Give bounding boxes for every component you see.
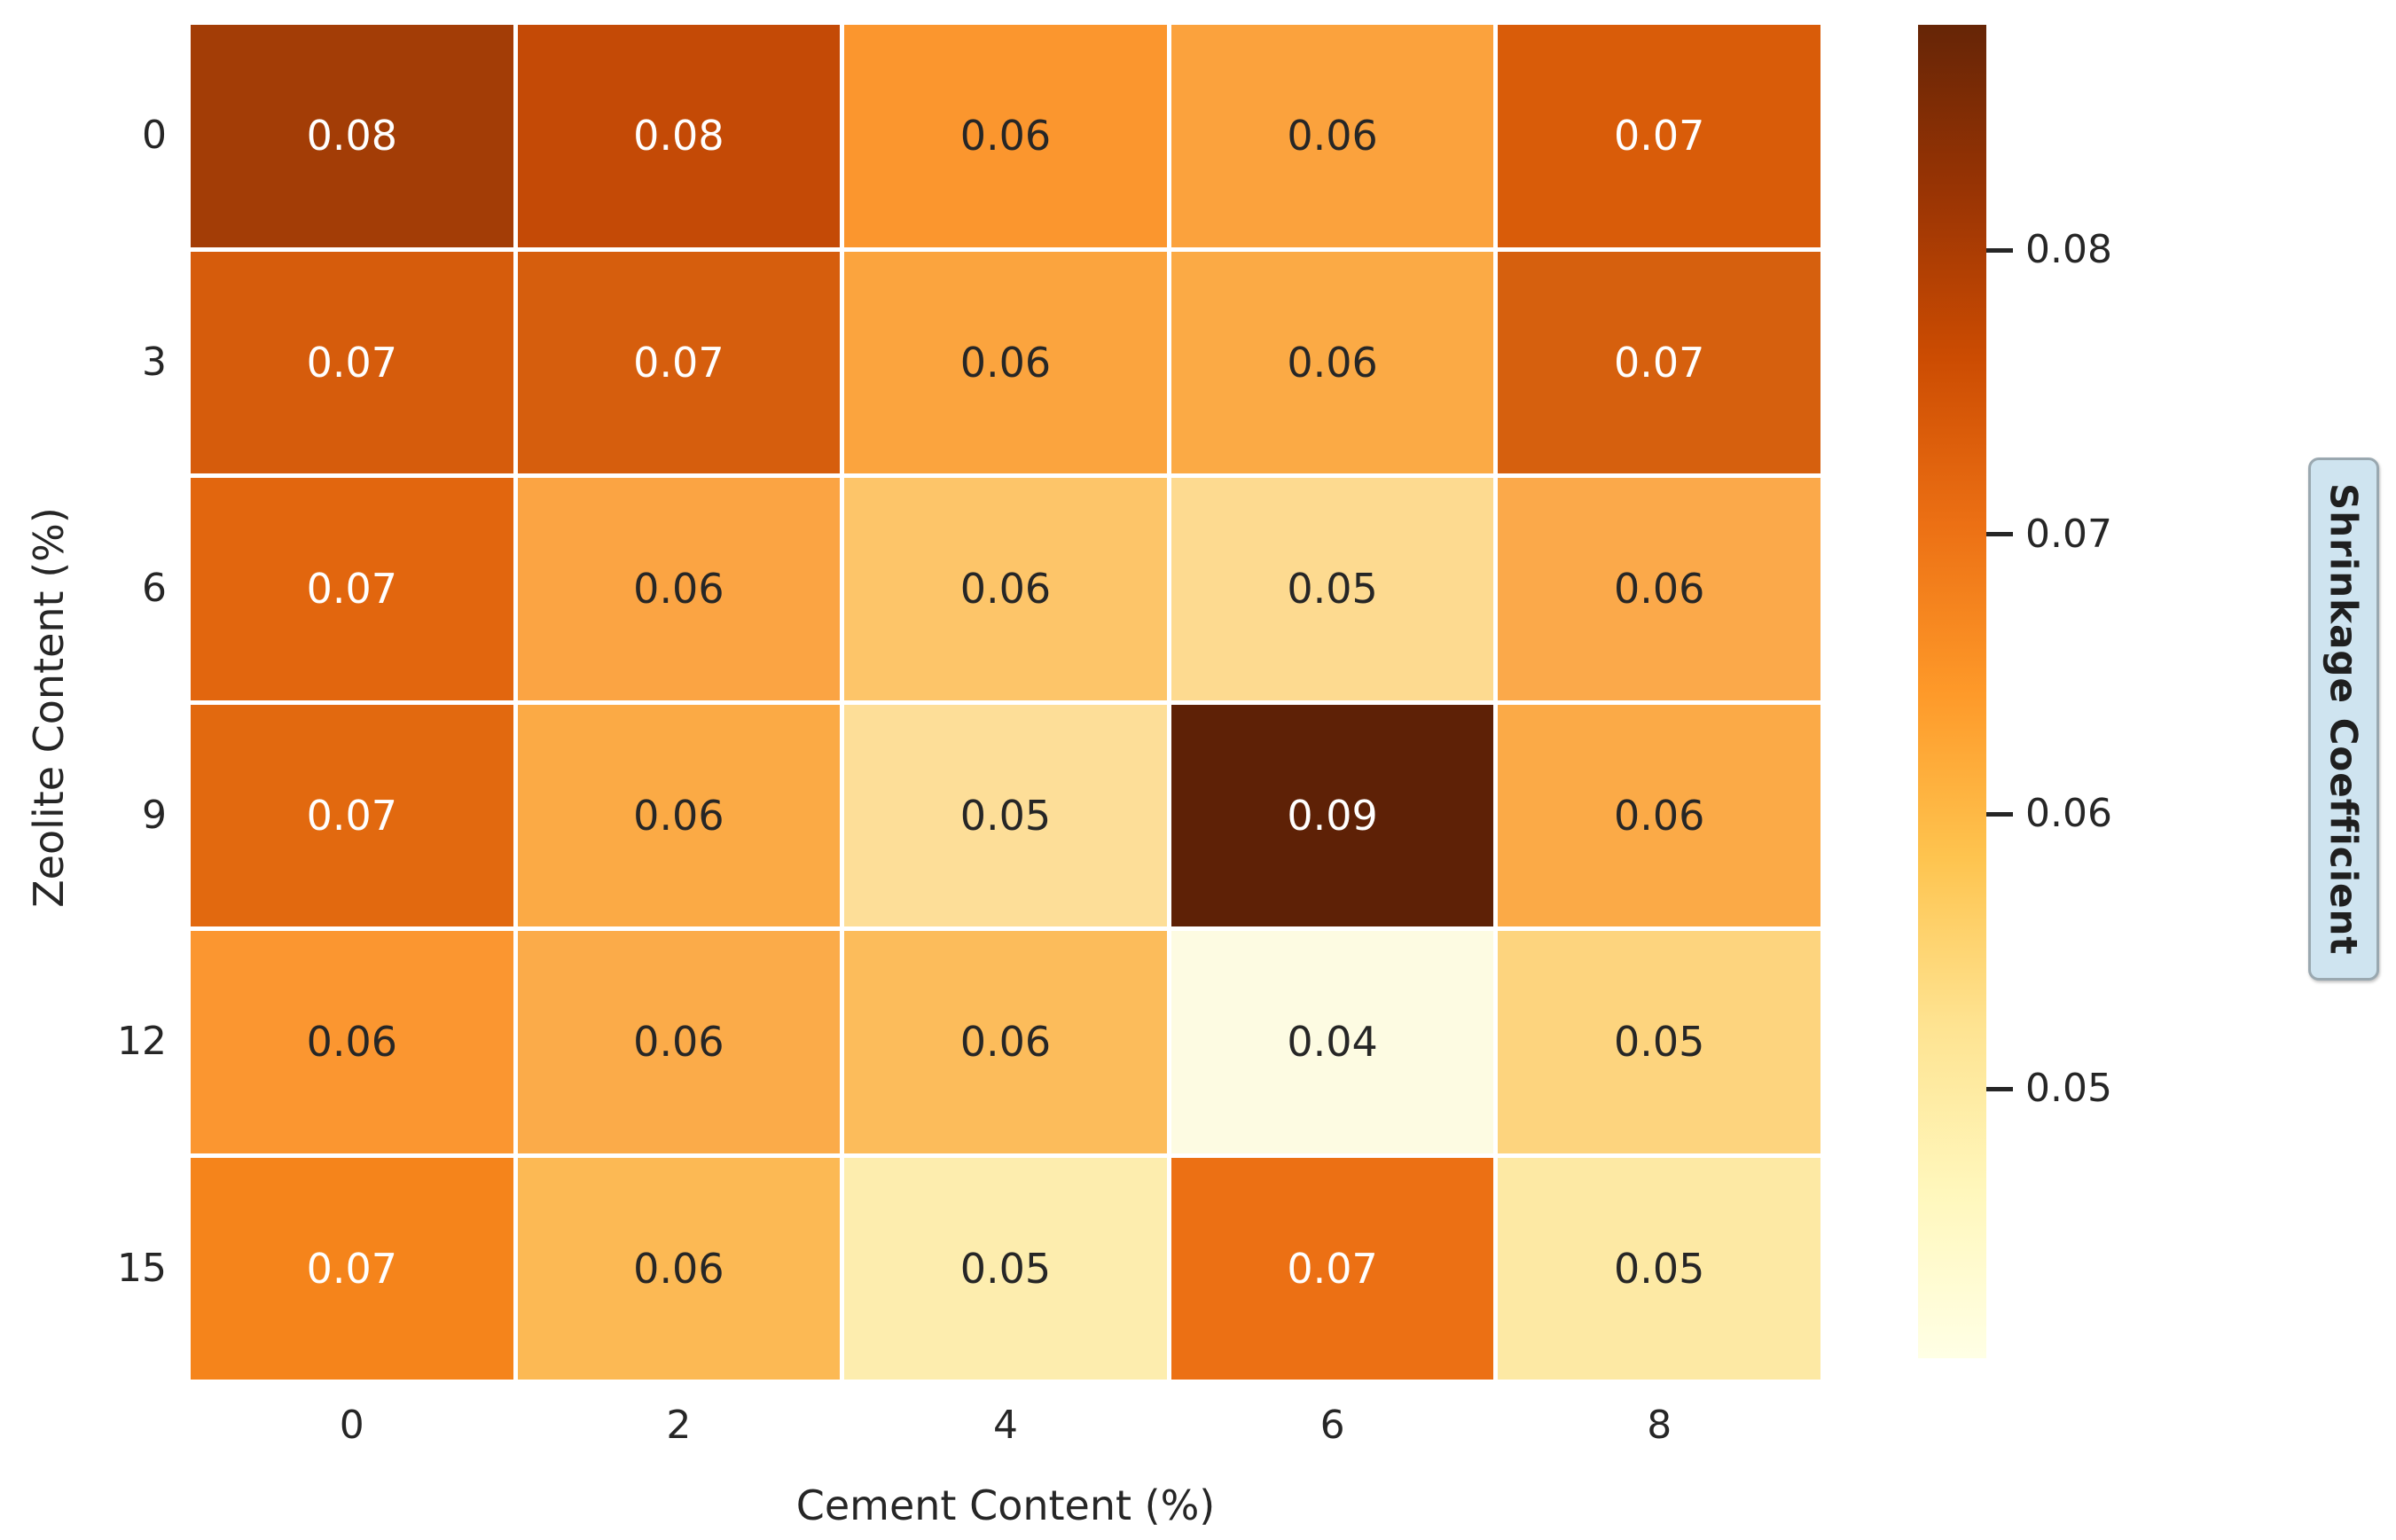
colorbar-tick-mark-0.05 xyxy=(1986,1086,2013,1091)
x-tick-0: 0 xyxy=(339,1403,364,1448)
heatmap-cell-z12-c8: 0.05 xyxy=(1498,931,1820,1153)
colorbar-tick-mark-0.06 xyxy=(1986,811,2013,817)
heatmap-cell-z6-c6: 0.05 xyxy=(1171,478,1494,700)
heatmap-cell-z15-c0: 0.07 xyxy=(191,1157,513,1380)
x-tick-6: 6 xyxy=(1319,1403,1345,1448)
heatmap-cell-z0-c2: 0.08 xyxy=(517,25,841,247)
y-axis-label: Zeolite Content (%) xyxy=(25,507,73,908)
heatmap-cell-z3-c0: 0.07 xyxy=(191,251,513,473)
colorbar-tick-label-0.07: 0.07 xyxy=(2025,511,2112,557)
heatmap-cell-z9-c2: 0.06 xyxy=(517,704,841,926)
heatmap-grid: 0.08 0.08 0.06 0.06 0.07 0.07 0.07 0.06 0.06 0.07… xyxy=(191,25,1820,1380)
heatmap-cell-z15-c2: 0.06 xyxy=(517,1157,841,1380)
heatmap-cell-z9-c0: 0.07 xyxy=(191,704,513,926)
heatmap-cell-z9-c6: 0.09 xyxy=(1171,704,1494,926)
colorbar-label: Shrinkage Coefficient xyxy=(2322,482,2366,956)
heatmap-cell-z6-c8: 0.06 xyxy=(1498,478,1820,700)
heatmap-cell-z0-c6: 0.06 xyxy=(1171,25,1494,247)
colorbar-label-box: Shrinkage Coefficient xyxy=(2308,457,2379,981)
heatmap-cell-z0-c8: 0.07 xyxy=(1498,25,1820,247)
y-tick-0: 0 xyxy=(142,113,167,159)
heatmap-cell-z6-c2: 0.06 xyxy=(517,478,841,700)
heatmap-cell-z12-c2: 0.06 xyxy=(517,931,841,1153)
heatmap-cell-z3-c8: 0.07 xyxy=(1498,251,1820,473)
heatmap-cell-z12-c6: 0.04 xyxy=(1171,931,1494,1153)
heatmap-cell-z0-c0: 0.08 xyxy=(191,25,513,247)
heatmap-cell-z15-c4: 0.05 xyxy=(844,1157,1167,1380)
y-tick-6: 6 xyxy=(142,566,167,612)
heatmap-cell-z6-c4: 0.06 xyxy=(844,478,1167,700)
heatmap-cell-z15-c6: 0.07 xyxy=(1171,1157,1494,1380)
y-tick-15: 15 xyxy=(117,1245,167,1291)
x-tick-8: 8 xyxy=(1647,1403,1672,1448)
heatmap-cell-z0-c4: 0.06 xyxy=(844,25,1167,247)
x-axis-label: Cement Content (%) xyxy=(795,1481,1216,1529)
heatmap-cell-z9-c4: 0.05 xyxy=(844,704,1167,926)
heatmap-cell-z3-c2: 0.07 xyxy=(517,251,841,473)
colorbar-gradient xyxy=(1918,25,1986,1358)
y-tick-9: 9 xyxy=(142,792,167,838)
colorbar-tick-label-0.08: 0.08 xyxy=(2025,227,2112,273)
heatmap-cell-z9-c8: 0.06 xyxy=(1498,704,1820,926)
colorbar-tick-label-0.06: 0.06 xyxy=(2025,791,2112,837)
heatmap-cell-z15-c8: 0.05 xyxy=(1498,1157,1820,1380)
heatmap-cell-z3-c6: 0.06 xyxy=(1171,251,1494,473)
heatmap-cell-z12-c4: 0.06 xyxy=(844,931,1167,1153)
colorbar-tick-label-0.05: 0.05 xyxy=(2025,1066,2112,1112)
y-tick-3: 3 xyxy=(142,339,167,385)
x-tick-2: 2 xyxy=(666,1403,692,1448)
x-tick-4: 4 xyxy=(993,1403,1018,1448)
heatmap-cell-z12-c0: 0.06 xyxy=(191,931,513,1153)
heatmap-cell-z3-c4: 0.06 xyxy=(844,251,1167,473)
heatmap-cell-z6-c0: 0.07 xyxy=(191,478,513,700)
colorbar-tick-mark-0.08 xyxy=(1986,247,2013,253)
colorbar-tick-mark-0.07 xyxy=(1986,532,2013,537)
y-tick-12: 12 xyxy=(117,1019,167,1065)
